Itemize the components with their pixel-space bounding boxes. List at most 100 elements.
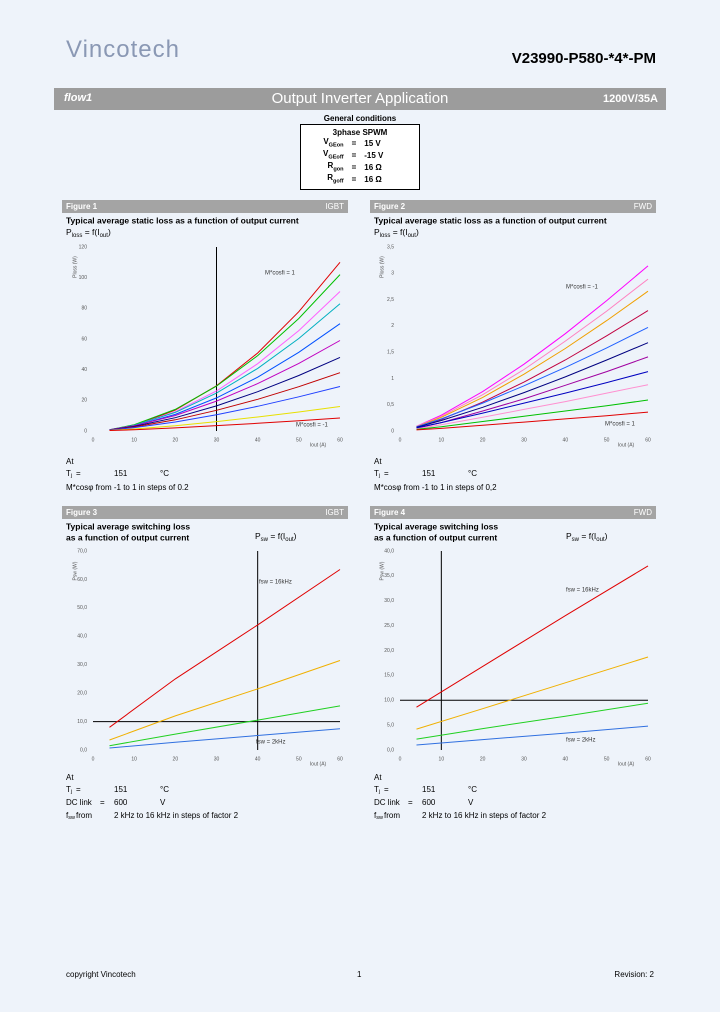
- figure-bar: [370, 200, 656, 213]
- copyright: copyright Vincotech: [66, 970, 136, 979]
- label-sub: j: [70, 789, 72, 795]
- y-tick-label: 60: [81, 336, 87, 342]
- x-tick-label: 30: [521, 756, 527, 762]
- formula-part: sw: [572, 537, 580, 543]
- label-main: f: [66, 811, 69, 820]
- x-tick-label: 0: [92, 437, 95, 443]
- label-sub: j: [378, 473, 380, 479]
- annotation: M*cosfi = -1: [296, 423, 329, 429]
- label-main: DC link: [374, 798, 401, 807]
- formula-part: P: [374, 227, 380, 237]
- device-label: FWD: [634, 508, 652, 517]
- series-line: [109, 340, 341, 431]
- y-axis-label: Psw (W): [379, 561, 385, 580]
- series-line: [109, 372, 341, 431]
- formula-part: = f(I: [82, 227, 99, 237]
- x-axis-label: Iout (A): [310, 442, 327, 448]
- figure-title: as a function of output current: [66, 532, 189, 542]
- formula-part: out: [408, 233, 417, 239]
- formula: Psw = f(Iout): [566, 531, 608, 542]
- y-tick-label: 3: [391, 271, 394, 277]
- symbol-sub: GEoff: [328, 154, 344, 161]
- label-sub: j: [70, 473, 72, 479]
- annotation: fsw = 2kHz: [256, 740, 286, 746]
- formula-part: sw: [261, 537, 269, 543]
- y-tick-label: 60,0: [77, 577, 87, 583]
- formula-part: P: [255, 531, 261, 541]
- condition-eq: =: [408, 798, 413, 807]
- condition-value: 2 kHz to 16 kHz in steps of factor 2: [114, 811, 239, 820]
- condition-eq: =: [351, 138, 357, 148]
- series-line: [109, 291, 341, 431]
- x-tick-label: 10: [439, 756, 445, 762]
- series-line: [416, 702, 649, 740]
- y-tick-label: 20,0: [77, 690, 87, 696]
- x-tick-label: 40: [255, 437, 261, 443]
- rating: 1200V/35A: [602, 93, 658, 105]
- x-tick-label: 0: [399, 756, 402, 762]
- figure-title: Typical average switching loss: [374, 521, 498, 531]
- condition-value: -15 V: [364, 150, 384, 160]
- series-line: [416, 656, 649, 730]
- device-label: IGBT: [325, 202, 344, 211]
- y-tick-label: 2: [391, 323, 394, 329]
- formula-part: out: [596, 537, 605, 543]
- x-tick-label: 20: [173, 756, 179, 762]
- formula: Ploss = f(Iout): [374, 227, 419, 238]
- condition-label: DC link: [374, 798, 401, 807]
- x-tick-label: 60: [645, 756, 651, 762]
- series-line: [109, 356, 341, 431]
- x-axis-label: Iout (A): [310, 761, 327, 767]
- conditions-at: At: [66, 773, 74, 782]
- label-sub: j: [378, 789, 380, 795]
- condition-value: 16 Ω: [364, 162, 382, 172]
- y-tick-label: 0,0: [387, 747, 394, 753]
- header-bar: [54, 88, 666, 110]
- condition-eq: =: [351, 162, 357, 172]
- series-line: [416, 290, 649, 428]
- y-tick-label: 50,0: [77, 605, 87, 611]
- figure-label: Figure 3: [66, 508, 98, 517]
- condition-label: Tj: [374, 469, 380, 479]
- figure-bar: [62, 506, 348, 519]
- y-tick-label: 30,0: [77, 662, 87, 668]
- annotation: M*cosfi = -1: [566, 285, 599, 291]
- condition-value: 151: [114, 469, 128, 478]
- series-line: [416, 326, 649, 428]
- condition-eq: =: [351, 150, 357, 160]
- condition-value: 151: [114, 785, 128, 794]
- y-tick-label: 5,0: [387, 722, 394, 728]
- symbol: V: [323, 137, 329, 147]
- y-tick-label: 120: [79, 244, 88, 250]
- part-number: V23990-P580-*4*-PM: [511, 50, 656, 67]
- y-tick-label: 15,0: [384, 673, 394, 679]
- formula-part: loss: [72, 233, 83, 239]
- condition-value: 600: [114, 798, 128, 807]
- y-tick-label: 25,0: [384, 623, 394, 629]
- formula-part: ): [108, 227, 111, 237]
- x-tick-label: 0: [92, 756, 95, 762]
- y-tick-label: 1,5: [387, 349, 394, 355]
- series-line: [416, 265, 649, 427]
- formula-part: ): [294, 531, 297, 541]
- x-tick-label: 30: [214, 756, 220, 762]
- condition-label: Tj: [66, 469, 72, 479]
- figure-bar: [62, 200, 348, 213]
- conditions-title: General conditions: [323, 114, 397, 123]
- figure-label: Figure 4: [374, 508, 406, 517]
- condition-unit: °C: [468, 469, 477, 478]
- conditions-box: 3phase SPWM VGEon = 15 V VGEoff = -15 V Rgon = 1…: [300, 124, 420, 190]
- y-tick-label: 0,0: [80, 747, 87, 753]
- formula-part: ): [416, 227, 419, 237]
- condition-eq: =: [76, 785, 81, 794]
- label-main: T: [374, 785, 379, 794]
- formula-part: = f(I: [390, 227, 407, 237]
- series-line: [109, 274, 341, 431]
- condition-row: VGEoff = -15 V: [319, 149, 387, 161]
- y-axis-label: Ploss (W): [72, 256, 78, 278]
- series-line: [416, 278, 649, 427]
- condition-value: 16 Ω: [364, 174, 382, 184]
- condition-symbol: Rgon: [319, 161, 348, 173]
